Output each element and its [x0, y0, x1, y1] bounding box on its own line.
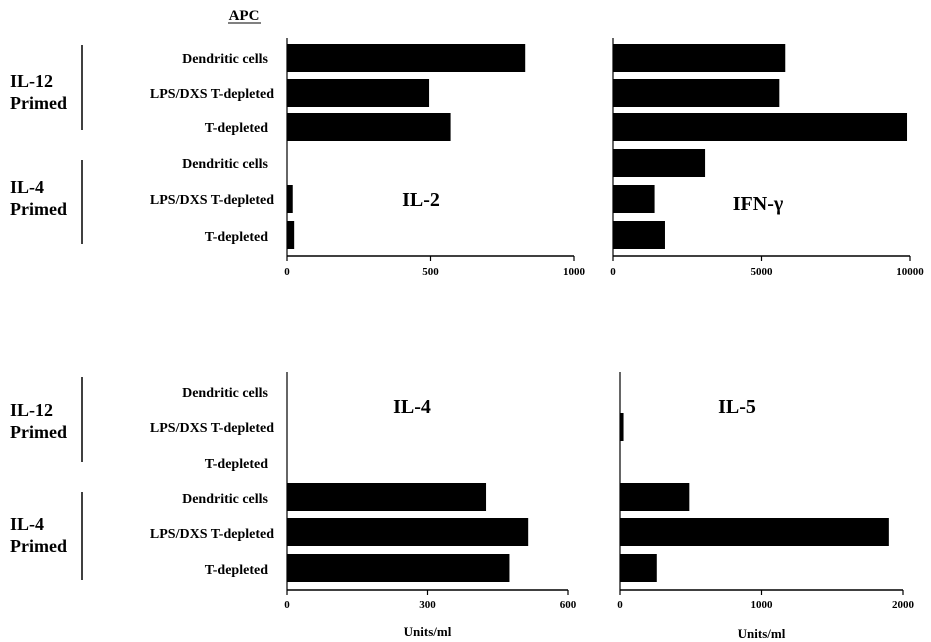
bot-group-il12-line2: Primed — [10, 422, 67, 442]
top-group-il4-line2: Primed — [10, 199, 67, 219]
x-tick-label: 1000 — [563, 266, 586, 278]
panel-title: IL-2 — [402, 189, 440, 211]
bar-5 — [287, 554, 510, 582]
x-axis-label: Units/ml — [404, 624, 452, 639]
x-tick-label: 500 — [422, 266, 439, 278]
bar-4 — [287, 185, 293, 213]
bot-cat-label-2: T-depleted — [205, 457, 268, 472]
top-group-il12-line1: IL-12 — [10, 71, 53, 91]
x-tick-label: 600 — [560, 599, 577, 611]
bot-group-il12-line1: IL-12 — [10, 400, 53, 420]
bar-5 — [620, 554, 657, 582]
x-tick-label: 0 — [284, 599, 290, 611]
bot-cat-label-3: Dendritic cells — [182, 492, 268, 507]
bar-5 — [287, 221, 295, 249]
top-group-il12-line2: Primed — [10, 93, 67, 113]
x-axis-label: Units/ml — [738, 626, 786, 641]
top-cat-label-4: LPS/DXS T-depleted — [150, 193, 274, 208]
bot-group-il4-line2: Primed — [10, 536, 67, 556]
bar-4 — [620, 518, 889, 546]
panel-title: IL-5 — [718, 396, 756, 418]
x-tick-label: 0 — [617, 599, 623, 611]
bar-0 — [287, 44, 526, 72]
x-tick-label: 0 — [610, 266, 616, 278]
panel-il4: 0 300 600 IL-4 Units/ml — [284, 372, 577, 639]
top-category-labels: Dendritic cells LPS/DXS T-depleted T-dep… — [150, 52, 274, 245]
bar-3 — [613, 149, 706, 177]
panel-il5: 0 1000 2000 IL-5 Units/ml — [617, 372, 915, 641]
bot-cat-label-0: Dendritic cells — [182, 386, 268, 401]
x-tick-label: 5000 — [751, 266, 774, 278]
bottom-category-labels: Dendritic cells LPS/DXS T-depleted T-dep… — [150, 386, 274, 578]
bar-2 — [613, 113, 908, 141]
bar-5 — [613, 221, 665, 249]
bar-1 — [613, 79, 780, 107]
bot-cat-label-4: LPS/DXS T-depleted — [150, 527, 274, 542]
top-cat-label-2: T-depleted — [205, 121, 268, 136]
panel-il2: 0 500 1000 IL-2 — [284, 38, 586, 278]
top-group-labels: IL-12 Primed IL-4 Primed — [10, 45, 83, 244]
x-tick-label: 10000 — [896, 266, 924, 278]
bar-0 — [613, 44, 786, 72]
bar-4 — [613, 185, 655, 213]
x-tick-label: 0 — [284, 266, 290, 278]
bottom-group-labels: IL-12 Primed IL-4 Primed — [10, 377, 83, 580]
panel-title: IFN-γ — [733, 193, 784, 215]
x-tick-label: 300 — [419, 599, 436, 611]
bar-1 — [287, 79, 430, 107]
bar-2 — [287, 113, 451, 141]
bot-group-il4-line1: IL-4 — [10, 514, 44, 534]
bar-3 — [287, 483, 487, 511]
apc-header: APC — [229, 8, 260, 24]
bot-cat-label-5: T-depleted — [205, 563, 268, 578]
top-cat-label-1: LPS/DXS T-depleted — [150, 87, 274, 102]
panel-ifn-gamma: 0 5000 10000 IFN-γ — [610, 38, 924, 278]
panel-title: IL-4 — [393, 396, 431, 418]
top-cat-label-0: Dendritic cells — [182, 52, 268, 67]
bar-3 — [620, 483, 690, 511]
x-tick-label: 1000 — [751, 599, 774, 611]
bar-1 — [620, 413, 624, 441]
top-group-il4-line1: IL-4 — [10, 177, 44, 197]
top-cat-label-5: T-depleted — [205, 230, 268, 245]
top-cat-label-3: Dendritic cells — [182, 157, 268, 172]
bot-cat-label-1: LPS/DXS T-depleted — [150, 421, 274, 436]
x-tick-label: 2000 — [892, 599, 915, 611]
bar-4 — [287, 518, 529, 546]
